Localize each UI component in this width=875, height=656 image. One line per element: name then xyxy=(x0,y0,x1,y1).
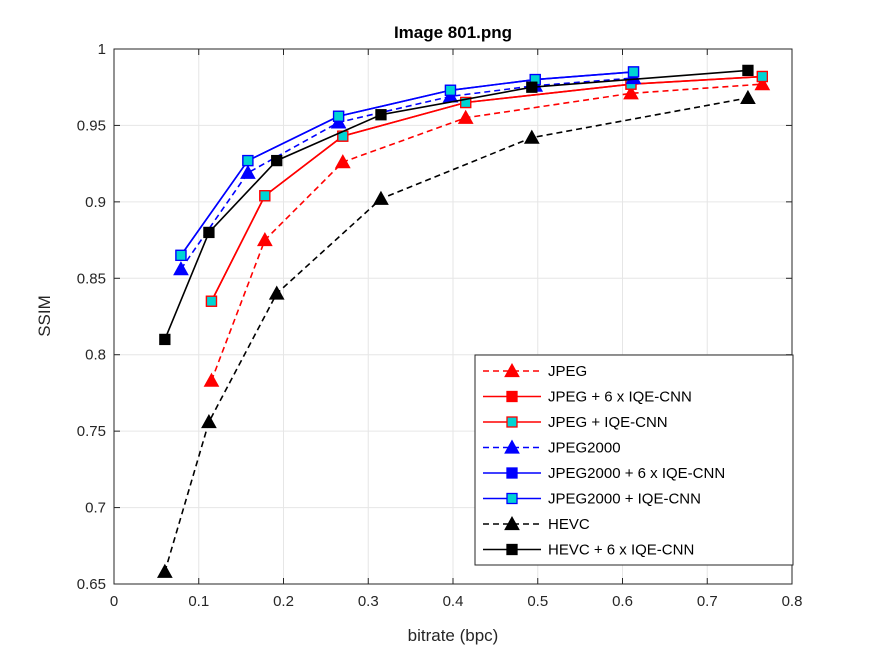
data-point xyxy=(332,110,345,122)
legend-entry-0: JPEG xyxy=(483,362,587,380)
data-point xyxy=(444,84,457,96)
legend-marker xyxy=(506,543,518,556)
x-tick-label: 0.6 xyxy=(612,593,633,610)
data-point xyxy=(205,295,218,307)
series-layer xyxy=(157,64,771,578)
x-tick-label: 0.8 xyxy=(782,593,803,610)
data-point xyxy=(157,563,173,578)
x-tick-label: 0.3 xyxy=(358,593,379,610)
legend-marker xyxy=(506,416,518,428)
legend-marker xyxy=(506,467,518,479)
y-tick-label: 0.8 xyxy=(85,347,106,364)
x-tick-label: 0.2 xyxy=(273,593,294,610)
legend-entry-1: JPEG + 6 x IQE-CNN xyxy=(483,389,692,406)
legend-label: HEVC + 6 x IQE-CNN xyxy=(548,542,694,559)
data-point xyxy=(175,249,187,262)
x-axis-label: bitrate (bpc) xyxy=(408,626,499,645)
series-line xyxy=(210,83,763,381)
data-point xyxy=(756,70,768,83)
data-point xyxy=(173,261,189,276)
series-line xyxy=(180,71,634,256)
legend-entry-2: JPEG + IQE-CNN xyxy=(483,414,668,431)
legend-label: JPEG xyxy=(548,363,587,380)
data-point xyxy=(242,154,254,167)
legend-label: JPEG + IQE-CNN xyxy=(548,414,668,431)
y-tick-label: 0.65 xyxy=(77,576,106,593)
legend-marker xyxy=(504,439,520,454)
y-tick-label: 1 xyxy=(98,41,106,58)
data-point xyxy=(742,64,754,77)
legend-marker xyxy=(504,362,520,378)
data-point xyxy=(627,66,640,78)
data-point xyxy=(526,81,538,93)
data-point xyxy=(257,232,273,247)
data-point xyxy=(523,129,540,144)
data-point xyxy=(623,85,639,100)
series-line xyxy=(164,97,749,572)
x-tick-label: 0.1 xyxy=(188,593,209,610)
legend-label: JPEG2000 + IQE-CNN xyxy=(548,491,701,508)
legend-label: HEVC xyxy=(548,516,590,533)
x-tick-label: 0 xyxy=(110,593,118,610)
data-point xyxy=(375,109,387,121)
x-tick-label: 0.7 xyxy=(697,593,718,610)
data-point xyxy=(259,190,271,202)
data-point xyxy=(271,154,283,167)
legend-entry-3: JPEG2000 xyxy=(483,439,621,457)
data-point xyxy=(203,226,215,239)
legend-entry-4: JPEG2000 + 6 x IQE-CNN xyxy=(483,465,725,482)
series-7 xyxy=(159,64,754,346)
series-line xyxy=(210,75,763,302)
data-point xyxy=(203,372,220,387)
series-line xyxy=(164,69,748,340)
data-point xyxy=(240,164,256,179)
y-tick-label: 0.85 xyxy=(77,270,106,287)
legend-label: JPEG2000 + 6 x IQE-CNN xyxy=(548,465,725,482)
data-point xyxy=(268,285,285,300)
series-0 xyxy=(203,76,771,387)
series-5 xyxy=(175,66,640,262)
axes-layer: 0 0.1 0.2 0.3 0.4 0.5 0.6 0.7 0.8 0.65 0.7 0.75 0.8 0… xyxy=(77,41,803,610)
data-point xyxy=(740,89,756,105)
legend-marker xyxy=(506,390,518,403)
x-tick-label: 0.5 xyxy=(527,593,548,610)
data-point xyxy=(159,333,171,346)
series-6 xyxy=(157,89,756,578)
legend-marker xyxy=(504,515,520,531)
legend: JPEG JPEG + 6 x IQE-CNN JPEG + IQE-CNN JPEG… xyxy=(474,354,794,566)
data-point xyxy=(201,413,217,429)
chart-title: Image 801.png xyxy=(394,23,512,42)
legend-entry-5: JPEG2000 + IQE-CNN xyxy=(483,491,701,508)
y-tick-label: 0.75 xyxy=(77,423,106,440)
y-axis-label: SSIM xyxy=(35,295,54,337)
x-tick-label: 0.4 xyxy=(443,593,464,610)
data-point xyxy=(460,96,472,109)
legend-marker xyxy=(506,492,518,505)
legend-box xyxy=(474,354,794,566)
legend-label: JPEG2000 xyxy=(548,440,621,457)
data-point xyxy=(457,109,474,124)
legend-entry-7: HEVC + 6 x IQE-CNN xyxy=(483,542,694,559)
legend-label: JPEG + 6 x IQE-CNN xyxy=(548,389,692,406)
legend-entry-6: HEVC xyxy=(483,515,590,533)
y-tick-label: 0.7 xyxy=(85,500,106,517)
y-tick-label: 0.95 xyxy=(77,117,106,134)
y-tick-label: 0.9 xyxy=(85,194,106,211)
data-point xyxy=(754,76,771,91)
series-2 xyxy=(205,70,768,307)
data-point xyxy=(334,154,351,169)
data-point xyxy=(373,190,389,205)
